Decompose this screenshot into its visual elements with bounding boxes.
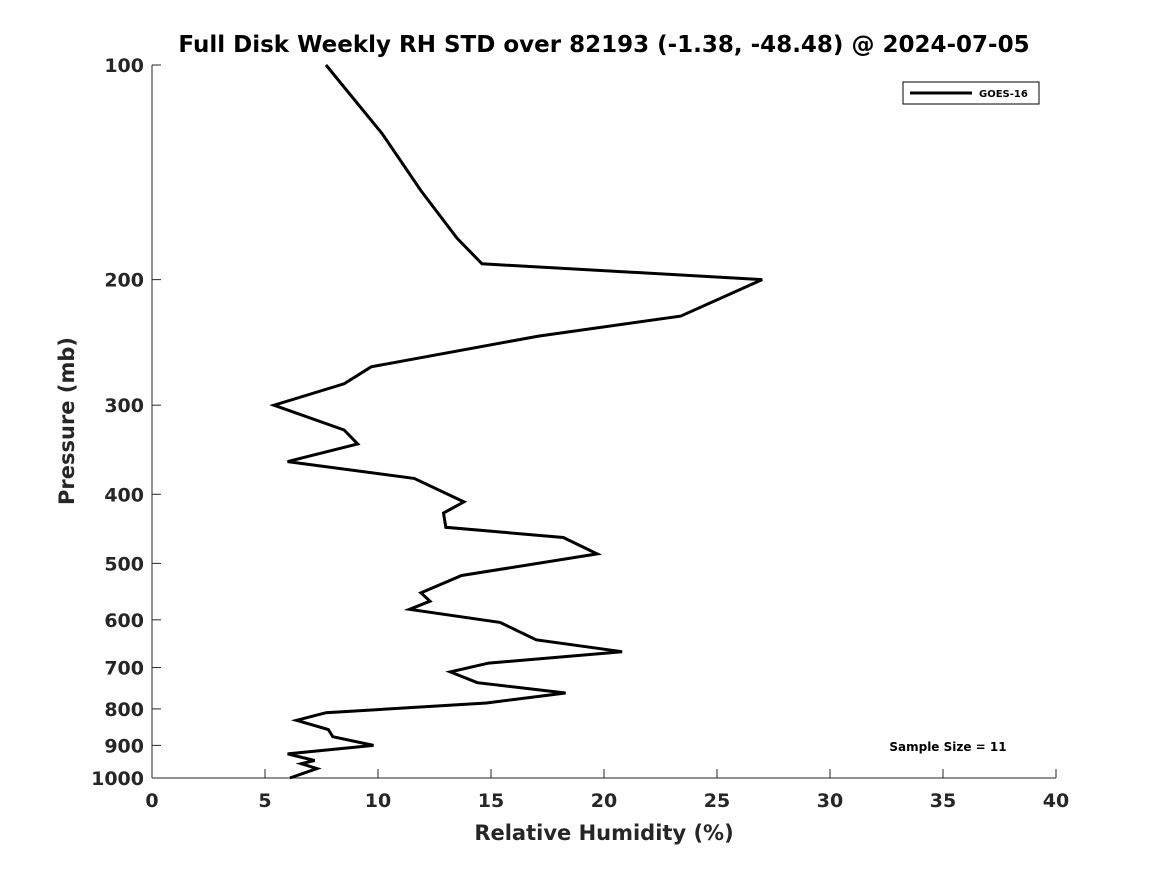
x-axis-ticks: 0 5 10 15 20 25 30 35 40: [145, 769, 1069, 812]
x-tick-label: 30: [817, 790, 843, 812]
series-line-goes-16: [269, 64, 763, 780]
x-tick-label: 25: [704, 790, 730, 812]
x-tick-label: 15: [478, 790, 504, 812]
plot-axes: [151, 65, 1056, 779]
y-tick-label: 600: [104, 610, 144, 632]
legend-label-goes-16: GOES-16: [979, 89, 1028, 100]
y-tick-label: 200: [104, 270, 144, 292]
series-layer: [269, 64, 763, 780]
x-axis-label: Relative Humidity (%): [474, 821, 733, 845]
y-tick-label: 400: [104, 484, 144, 506]
y-axis-label: Pressure (mb): [55, 337, 79, 505]
x-tick-label: 20: [591, 790, 617, 812]
y-tick-label: 500: [104, 553, 144, 575]
y-tick-label: 700: [104, 658, 144, 680]
x-tick-label: 10: [365, 790, 391, 812]
y-tick-label: 100: [104, 55, 144, 77]
x-tick-label: 40: [1043, 790, 1069, 812]
y-axis-ticks: 100 200 300 400 500 600 700 800 900 1000: [91, 55, 161, 790]
y-tick-label: 900: [104, 735, 144, 757]
legend: GOES-16: [902, 81, 1040, 105]
y-tick-label: 300: [104, 395, 144, 417]
y-tick-label: 800: [104, 699, 144, 721]
sample-size-annotation: Sample Size = 11: [889, 740, 1006, 754]
y-tick-label: 1000: [91, 768, 144, 790]
chart-title: Full Disk Weekly RH STD over 82193 (-1.3…: [178, 32, 1029, 58]
x-tick-label: 0: [145, 790, 158, 812]
x-tick-label: 35: [930, 790, 956, 812]
x-tick-label: 5: [258, 790, 271, 812]
